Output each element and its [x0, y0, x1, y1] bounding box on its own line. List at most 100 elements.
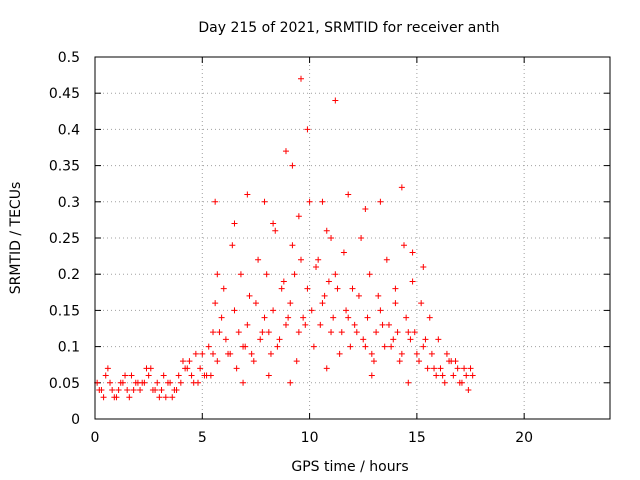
data-point [293, 358, 300, 365]
data-point [179, 358, 186, 365]
data-point [407, 336, 414, 343]
data-point [126, 394, 133, 401]
data-point [282, 148, 289, 155]
data-point [205, 343, 212, 350]
data-point [278, 285, 285, 292]
data-point [143, 365, 150, 372]
data-point [428, 350, 435, 357]
data-point [124, 387, 131, 394]
data-point [272, 227, 279, 234]
data-point [261, 314, 268, 321]
data-point [285, 314, 292, 321]
data-point [210, 350, 217, 357]
data-point [431, 365, 438, 372]
data-point [265, 372, 272, 379]
data-point [461, 365, 468, 372]
data-point [295, 329, 302, 336]
data-point [345, 191, 352, 198]
data-point [300, 314, 307, 321]
data-point [220, 285, 227, 292]
data-point [392, 300, 399, 307]
data-point [381, 343, 388, 350]
x-tick-label: 0 [91, 430, 100, 446]
data-point [96, 387, 103, 394]
data-point [295, 213, 302, 220]
y-tick-label: 0.1 [58, 340, 80, 356]
data-point [319, 198, 326, 205]
data-point [308, 307, 315, 314]
data-point [197, 365, 204, 372]
data-point [403, 314, 410, 321]
chart-title: Day 215 of 2021, SRMTID for receiver ant… [198, 20, 499, 36]
data-point [115, 387, 122, 394]
data-point [435, 336, 442, 343]
data-point [347, 343, 354, 350]
data-point [252, 300, 259, 307]
data-point [302, 321, 309, 328]
data-point [233, 365, 240, 372]
data-point [102, 372, 109, 379]
data-point [456, 379, 463, 386]
data-point [450, 372, 457, 379]
data-point [416, 358, 423, 365]
data-point [409, 249, 416, 256]
data-point [128, 372, 135, 379]
data-point [454, 365, 461, 372]
data-point [379, 321, 386, 328]
y-tick-label: 0.35 [49, 159, 80, 175]
data-point [235, 329, 242, 336]
data-point [405, 379, 412, 386]
data-point [362, 343, 369, 350]
data-point [113, 394, 120, 401]
data-point [222, 336, 229, 343]
data-point [388, 343, 395, 350]
data-point [282, 321, 289, 328]
data-point [362, 206, 369, 213]
data-point [156, 394, 163, 401]
data-point [319, 300, 326, 307]
data-point [122, 372, 129, 379]
data-point [173, 387, 180, 394]
data-point [353, 329, 360, 336]
data-point [289, 242, 296, 249]
data-points [94, 75, 476, 401]
data-point [424, 365, 431, 372]
grid-lines [95, 57, 610, 419]
data-point [433, 372, 440, 379]
data-point [199, 350, 206, 357]
data-point [396, 358, 403, 365]
data-point [225, 350, 232, 357]
data-point [315, 256, 322, 263]
data-point [377, 198, 384, 205]
data-point [291, 271, 298, 278]
data-point [422, 336, 429, 343]
data-point [270, 307, 277, 314]
data-point [463, 372, 470, 379]
x-tick-label: 5 [198, 430, 207, 446]
data-point [107, 379, 114, 386]
data-point [321, 292, 328, 299]
data-point [426, 314, 433, 321]
y-tick-label: 0 [71, 412, 80, 428]
data-point [265, 329, 272, 336]
data-point [188, 372, 195, 379]
y-tick-label: 0.3 [58, 195, 80, 211]
data-point [437, 365, 444, 372]
data-point [162, 394, 169, 401]
data-point [340, 249, 347, 256]
data-point [334, 285, 341, 292]
data-point [360, 336, 367, 343]
data-point [411, 329, 418, 336]
data-point [216, 329, 223, 336]
data-point [231, 307, 238, 314]
data-point [255, 256, 262, 263]
y-tick-label: 0.15 [49, 303, 80, 319]
data-point [306, 198, 313, 205]
data-point [280, 278, 287, 285]
data-point [210, 329, 217, 336]
data-point [145, 372, 152, 379]
data-point [328, 235, 335, 241]
data-point [366, 271, 373, 278]
y-axis-label: SRMTID / TECUs [8, 182, 24, 295]
